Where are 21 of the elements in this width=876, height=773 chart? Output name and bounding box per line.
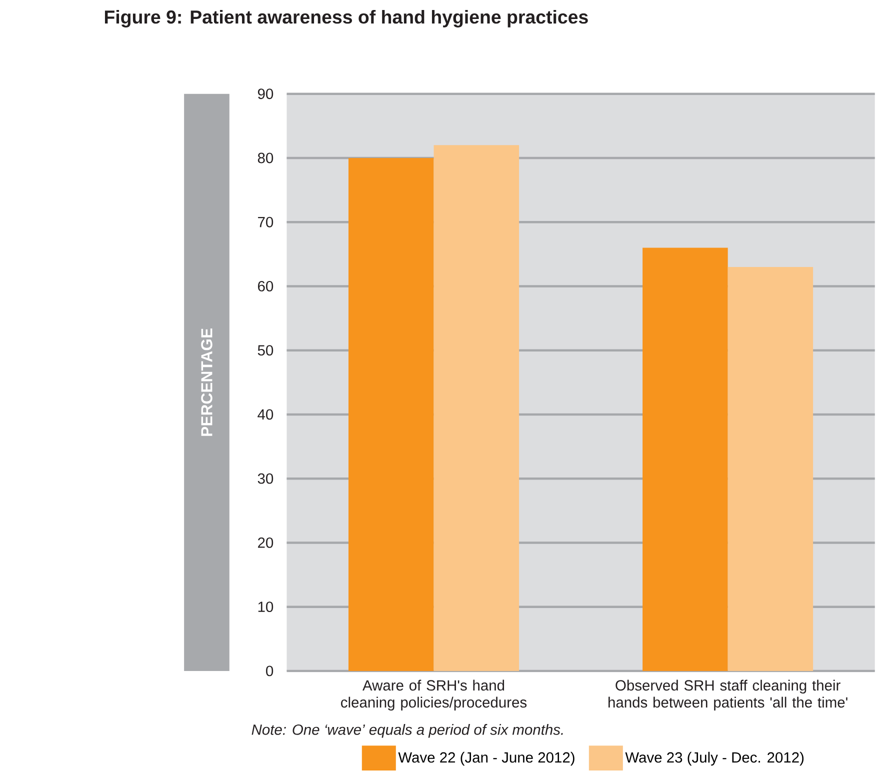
text: Note: One ‘wave’ equals a period of six months. [252,724,563,738]
bar [348,158,434,672]
y-tick-label: 40 [258,409,274,420]
y-tick-label: 90 [258,88,274,100]
chart-title: Figure 9: Patient awareness of hand hygiene practices [104,10,588,28]
legend-label: Wave 23 (July - Dec. 2012) [625,752,804,766]
x-tick-label: Aware of SRH's hand cleaning policies/procedures [341,680,527,711]
bar [642,248,728,672]
y-tick-label: 50 [258,345,274,356]
bar [728,267,814,672]
bar [434,145,520,672]
legend-label: Wave 22 (Jan - June 2012) [398,752,574,766]
y-tick-label: 10 [258,602,274,612]
x-tick-label: Observed SRH staff cleaning their hands between patients 'all the time' [608,680,848,711]
y-tick-label: 20 [258,538,274,548]
y-tick-label: 80 [258,152,274,164]
y-tick-label: 0 [266,666,274,676]
y-tick-label: 70 [258,216,274,228]
y-tick-label: 60 [258,281,274,292]
y-axis-title: PERCENTAGE [201,328,212,436]
y-tick-label: 30 [258,473,274,484]
